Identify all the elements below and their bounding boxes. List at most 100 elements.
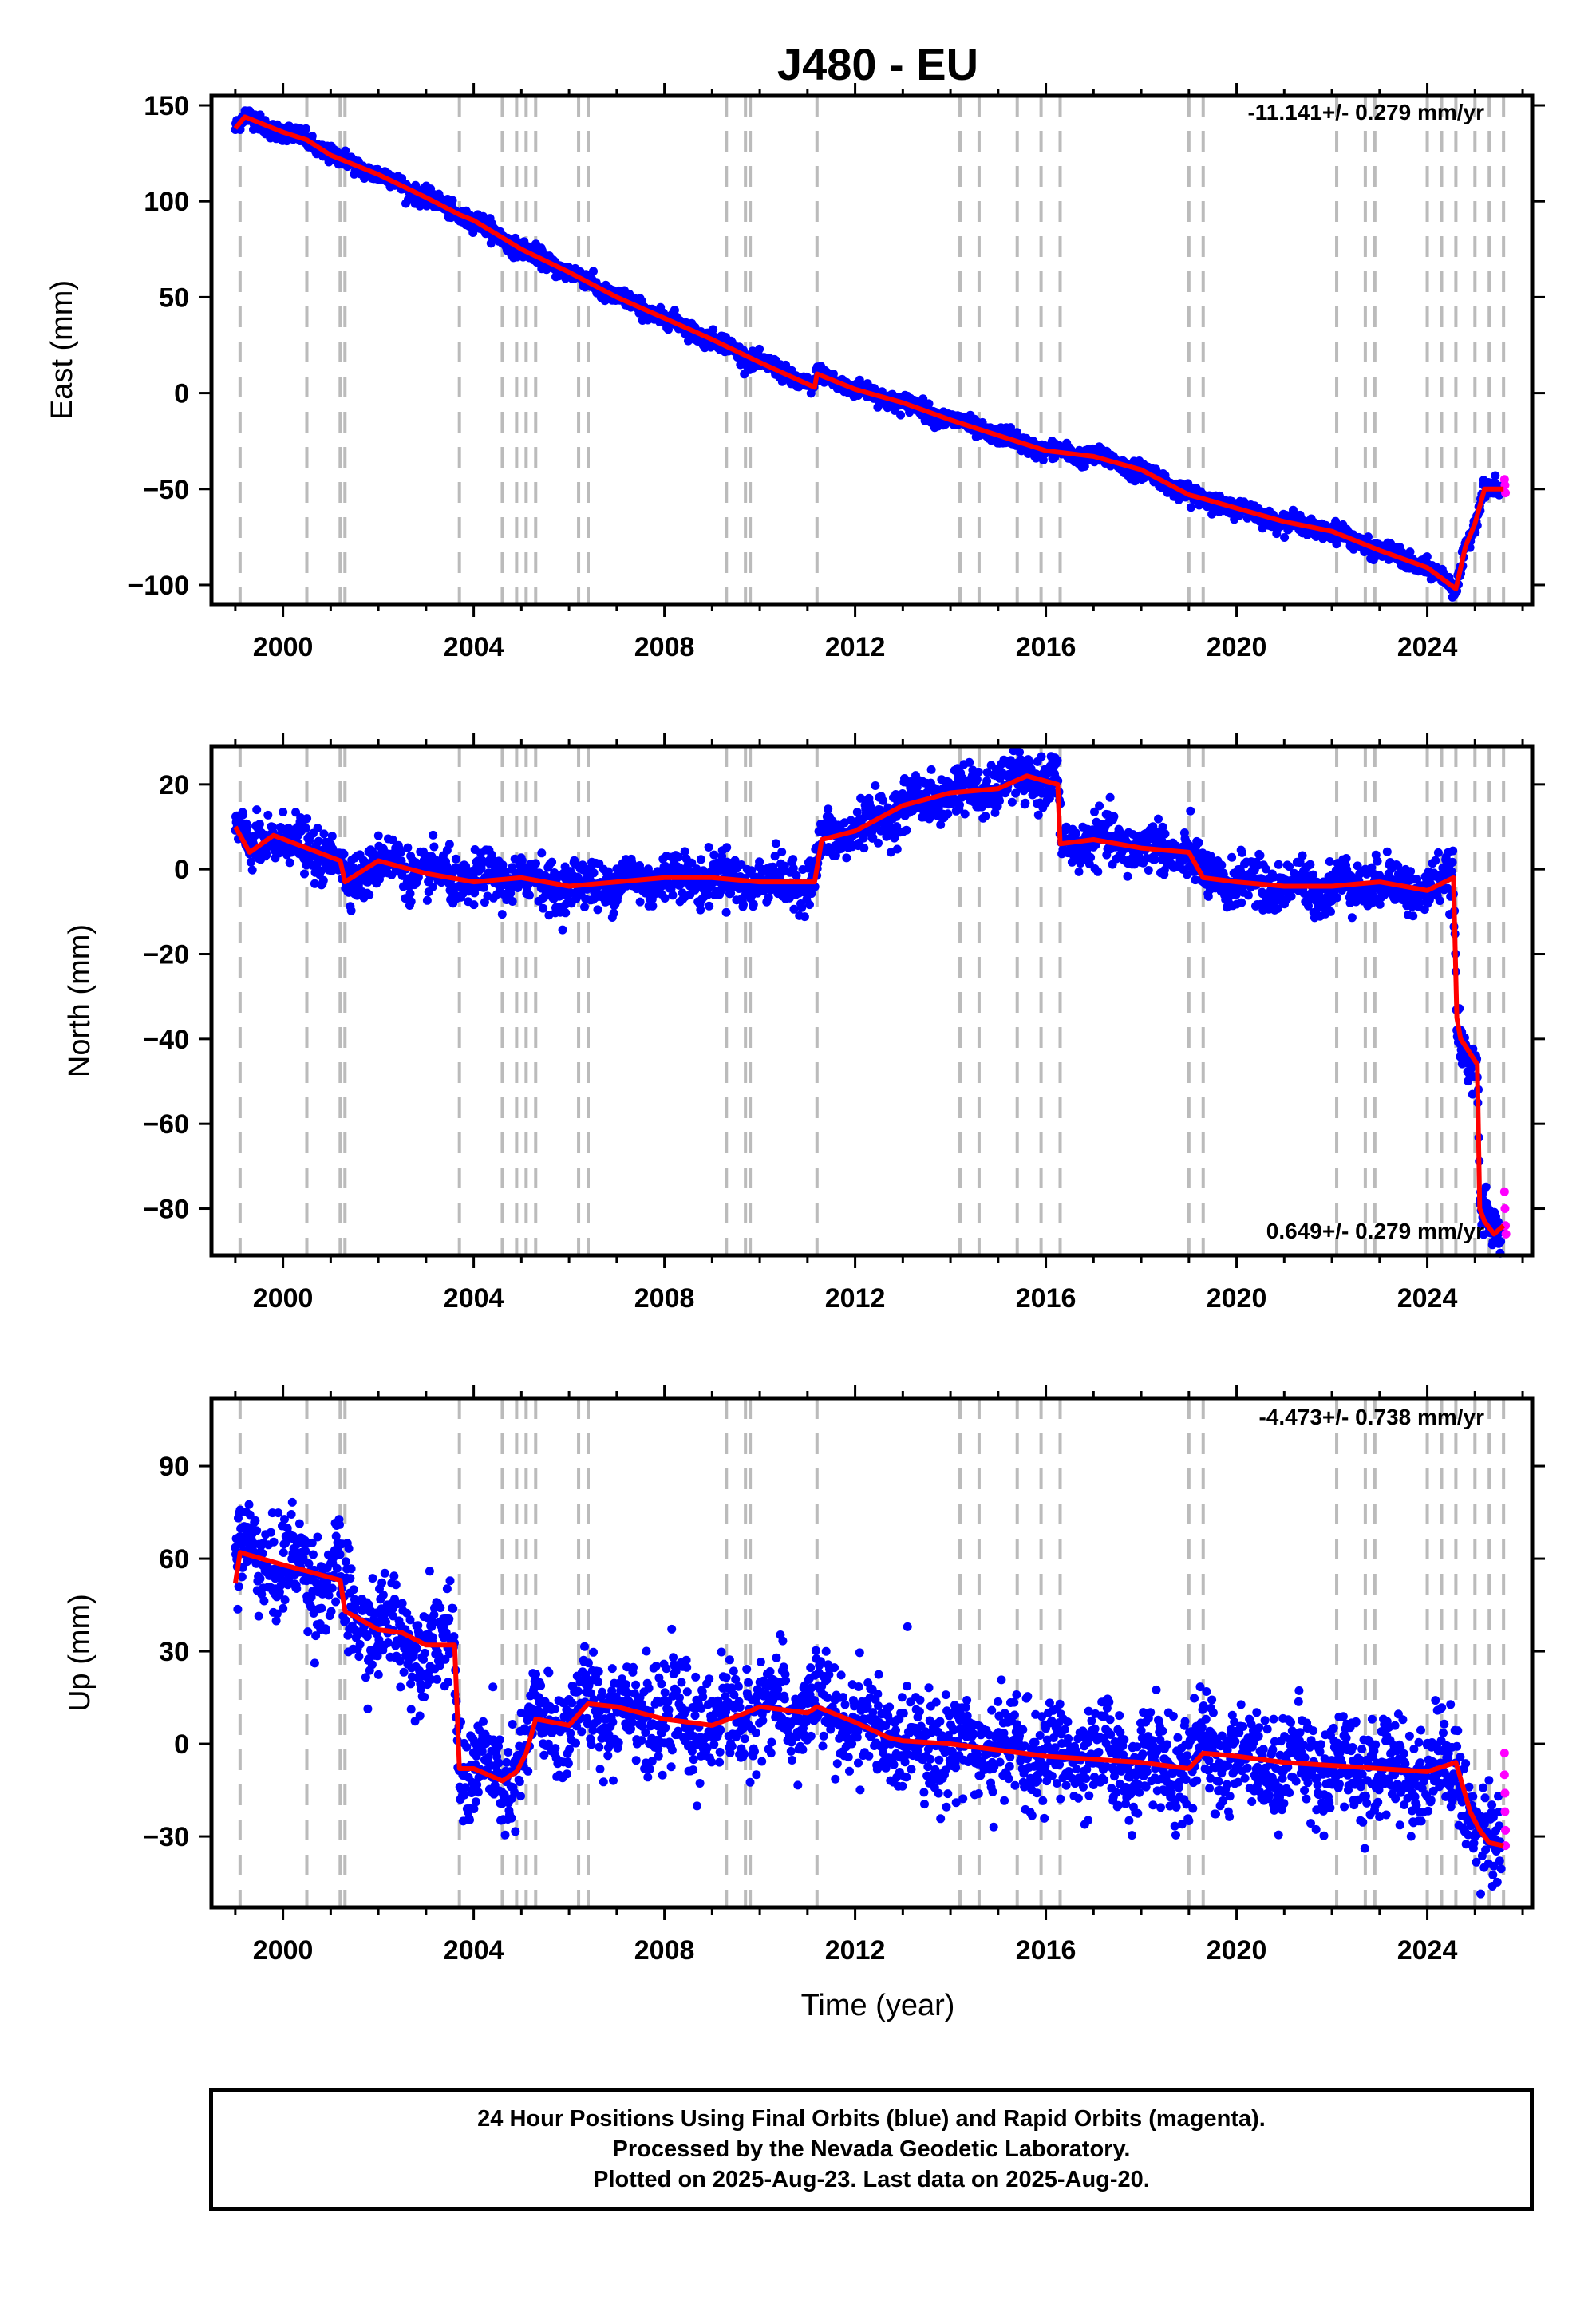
final-orbit-point [285,858,294,868]
final-orbit-point [755,344,764,354]
final-orbit-point [1274,860,1283,869]
final-orbit-point [771,839,780,848]
final-orbit-point [1071,828,1080,838]
final-orbit-point [327,832,337,841]
final-orbit-point [902,825,911,835]
final-orbit-point [896,410,906,420]
final-orbit-point [468,228,478,237]
y-tick-label: 100 [144,187,189,217]
x-tick-label: 2008 [634,632,695,662]
final-orbit-point [429,830,438,840]
final-orbit-point [722,843,732,852]
final-orbit-point [696,855,705,864]
final-orbit-point [648,901,658,911]
final-orbit-point [279,808,288,816]
final-orbit-point [1007,797,1017,807]
x-tick-label: 2004 [444,632,504,662]
final-orbit-point [422,895,432,905]
figure-title: J480 - EU [777,39,978,89]
final-orbit-point [1280,533,1290,542]
final-orbit-point [1227,852,1237,862]
x-tick-label: 2016 [1016,632,1077,662]
y-axis-label: East (mm) [45,280,79,420]
final-orbit-point [1074,867,1084,876]
final-orbit-point [451,854,460,864]
final-orbit-point [859,844,869,853]
final-orbit-point [680,847,689,856]
final-orbit-point [792,871,801,880]
final-orbit-point [635,897,645,907]
final-orbit-point [373,831,383,840]
final-orbit-point [403,843,413,852]
final-orbit-point [1194,838,1203,848]
x-tick-label: 2000 [253,632,314,662]
final-orbit-point [660,894,670,903]
rapid-orbit-points [1499,475,1511,498]
final-orbit-point [537,848,547,858]
final-orbit-point [531,859,540,868]
final-orbit-point [262,850,271,860]
final-orbit-point [589,868,598,878]
final-orbit-point [300,869,309,879]
x-tick-label: 2020 [1207,632,1267,662]
y-tick-label: 50 [159,283,189,313]
final-orbit-point [828,370,838,378]
y-tick-label: −50 [143,475,189,505]
final-orbit-point [1217,860,1227,870]
final-orbit-point [1286,891,1296,901]
final-orbit-point [1123,871,1132,881]
final-orbit-point [547,857,557,867]
final-orbit-point [239,810,248,820]
final-orbit-point [824,804,833,814]
final-orbit-point [301,824,310,833]
y-tick-label: 0 [174,379,189,409]
final-orbit-point [497,910,507,919]
final-orbit-point [508,897,517,906]
final-orbit-point [1306,860,1315,869]
final-orbit-point [1086,852,1096,862]
final-orbit-point [668,891,678,900]
final-orbit-point [1144,866,1153,875]
final-orbit-point [339,849,349,859]
final-orbit-point [1053,756,1062,765]
final-orbit-point [1160,829,1170,839]
y-tick-label: 150 [144,91,189,121]
final-orbit-point [558,925,567,935]
final-orbit-point [974,767,983,777]
final-orbit-point [696,905,705,915]
final-orbit-point [1109,812,1119,821]
final-orbit-point [448,196,457,205]
final-orbit-point [301,124,310,133]
final-orbit-point [580,903,589,911]
final-orbit-point [965,757,974,767]
final-orbit-point [1186,806,1195,816]
final-orbit-point [319,829,329,839]
final-orbit-point [670,306,679,315]
final-orbit-point [709,325,718,334]
final-orbit-point [365,890,374,899]
final-orbit-point [318,875,328,885]
final-orbit-point [960,809,970,819]
panel-east: 2000 2004 2008 2012 2016 2020 2024−100−5005010… [45,83,1545,662]
final-orbit-point [469,900,479,910]
final-orbit-point [800,912,809,922]
final-orbit-point [764,893,773,903]
final-orbit-point [972,775,982,784]
final-orbit-point [252,805,262,815]
final-orbit-point [874,838,883,848]
final-orbit-point [255,820,264,829]
final-orbit-point [1015,748,1024,757]
final-orbit-point [406,897,416,907]
final-orbit-point [1238,848,1246,857]
final-orbit-point [777,848,787,856]
final-orbit-point [981,812,990,821]
y-tick-label: −100 [128,571,189,601]
final-orbit-point [1237,898,1246,907]
final-orbit-point [609,908,618,918]
final-orbit-point [307,132,317,140]
final-orbit-point [1364,532,1373,542]
final-orbit-point [892,844,902,854]
final-orbit-point [664,325,673,334]
final-orbit-point [926,765,936,774]
